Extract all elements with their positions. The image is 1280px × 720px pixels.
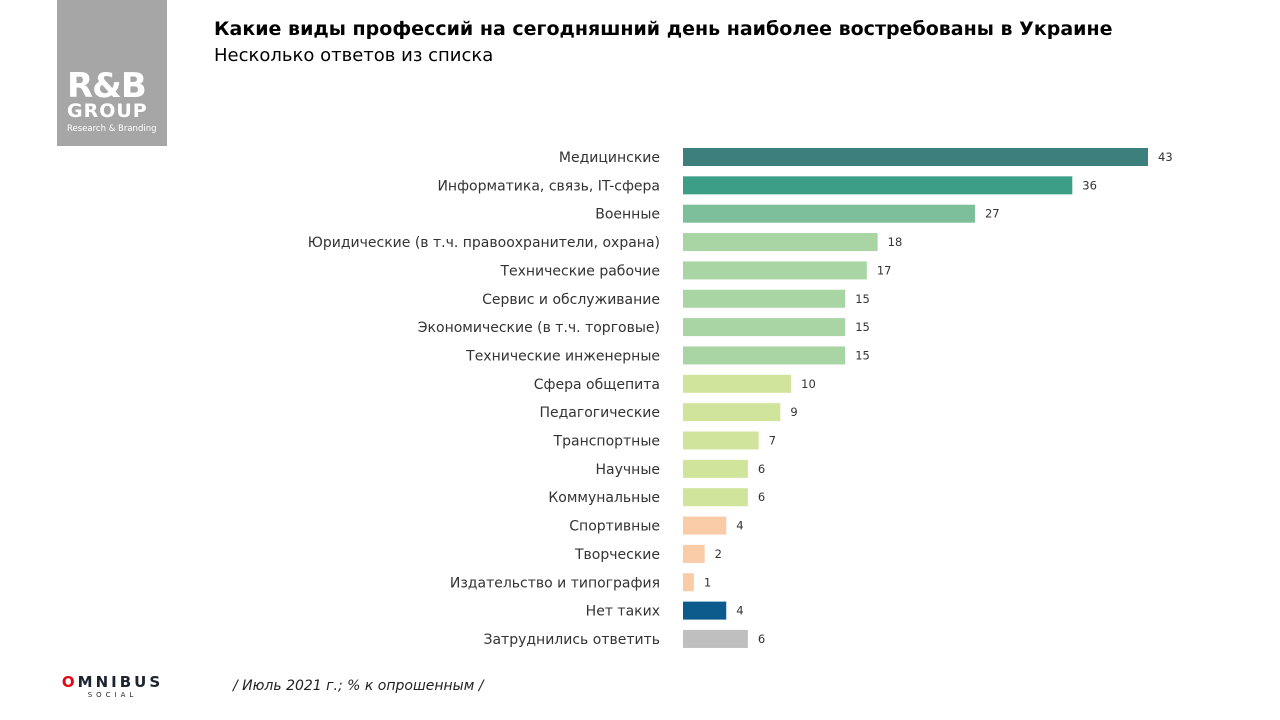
value-label: 36 xyxy=(1082,178,1097,192)
rb-group-logo: R&B GROUP Research & Branding xyxy=(57,0,167,146)
omnibus-logo: OMNIBUS SOCIAL xyxy=(55,674,170,700)
category-label: Медицинские xyxy=(559,150,660,166)
bar xyxy=(683,629,748,648)
category-label: Спортивные xyxy=(569,519,660,535)
value-label: 9 xyxy=(790,405,797,419)
value-label: 6 xyxy=(758,462,765,476)
category-label: Издательство и типография xyxy=(450,575,660,591)
value-label: 43 xyxy=(1158,150,1173,164)
bar xyxy=(683,233,878,252)
value-label: 2 xyxy=(715,547,722,561)
bar xyxy=(683,488,748,507)
category-label: Затруднились ответить xyxy=(483,632,660,648)
category-label: Экономические (в т.ч. торговые) xyxy=(418,320,660,336)
bar xyxy=(683,544,705,563)
value-label: 27 xyxy=(985,207,1000,221)
value-label: 15 xyxy=(855,292,870,306)
category-label: Творческие xyxy=(574,547,660,563)
bar xyxy=(683,261,867,280)
bar xyxy=(683,204,975,223)
bar xyxy=(683,459,748,478)
value-label: 15 xyxy=(855,320,870,334)
category-label: Технические рабочие xyxy=(499,263,660,279)
category-label: Научные xyxy=(596,462,660,478)
bar xyxy=(683,346,846,365)
logo-subtitle: Research & Branding xyxy=(67,124,157,134)
bar xyxy=(683,318,846,337)
value-label: 17 xyxy=(877,263,892,277)
value-label: 7 xyxy=(769,434,776,448)
omnibus-logo-sub: SOCIAL xyxy=(87,691,138,699)
logo-group-text: GROUP xyxy=(67,100,148,122)
footnote: / Июль 2021 г.; % к опрошенным / xyxy=(233,678,484,694)
value-label: 4 xyxy=(736,519,743,533)
value-label: 18 xyxy=(888,235,903,249)
value-label: 6 xyxy=(758,632,765,646)
value-label: 15 xyxy=(855,348,870,362)
omnibus-logo-text: MNIBUS xyxy=(77,673,164,691)
category-label: Технические инженерные xyxy=(465,348,660,364)
category-label: Коммунальные xyxy=(548,490,660,506)
omnibus-logo-o: O xyxy=(61,673,78,691)
category-label: Военные xyxy=(595,207,660,223)
value-label: 10 xyxy=(801,377,816,391)
category-label: Информатика, связь, IT-сфера xyxy=(437,178,660,194)
value-label: 1 xyxy=(704,575,711,589)
bar xyxy=(683,573,694,592)
bar xyxy=(683,289,846,308)
bar xyxy=(683,176,1073,195)
bar xyxy=(683,374,792,393)
bar xyxy=(683,601,727,620)
bar xyxy=(683,431,759,450)
category-label: Сервис и обслуживание xyxy=(482,292,660,308)
bar xyxy=(683,403,781,422)
category-label: Транспортные xyxy=(553,434,660,450)
category-label: Педагогические xyxy=(539,405,660,421)
value-label: 4 xyxy=(736,604,743,618)
category-label: Нет таких xyxy=(586,604,660,620)
category-label: Юридические (в т.ч. правоохранители, охр… xyxy=(308,235,660,251)
bar xyxy=(683,516,727,535)
bar xyxy=(683,148,1148,166)
category-label: Сфера общепита xyxy=(534,377,660,393)
value-label: 6 xyxy=(758,490,765,504)
logo-mark: R&B xyxy=(67,66,147,106)
chart-subtitle: Несколько ответов из списка xyxy=(214,45,494,66)
chart-title: Какие виды профессий на сегодняшний день… xyxy=(214,18,1113,40)
